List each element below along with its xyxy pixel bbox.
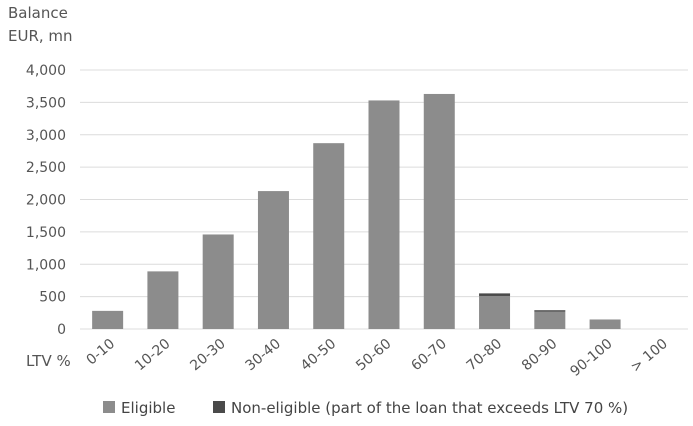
x-tick-label: 80-90 — [519, 336, 560, 374]
bar-eligible — [147, 271, 179, 329]
bar-eligible — [589, 319, 621, 329]
bar-eligible — [368, 100, 400, 330]
legend-swatch-non-eligible — [213, 401, 225, 413]
y-tick-label: 3,500 — [26, 95, 66, 111]
legend-swatch-eligible — [103, 401, 115, 413]
y-axis-title-line-1: Balance — [8, 4, 68, 22]
x-tick-label: 50-60 — [353, 336, 394, 374]
legend-label-non-eligible: Non-eligible (part of the loan that exce… — [231, 399, 628, 417]
y-tick-label: 2,500 — [26, 160, 66, 176]
x-tick-label: > 100 — [628, 336, 671, 376]
y-tick-label: 1,500 — [26, 225, 66, 241]
y-tick-label: 4,000 — [26, 63, 66, 79]
x-axis-title: LTV % — [26, 352, 71, 370]
y-tick-label: 2,000 — [26, 193, 66, 209]
y-axis-ticks: 0 500 1,000 1,500 2,000 2,500 3,000 3,500 4,000 — [26, 63, 66, 338]
bar-non-eligible — [479, 293, 511, 296]
y-tick-label: 500 — [39, 290, 66, 306]
x-tick-label: 70-80 — [464, 336, 505, 374]
legend-label-eligible: Eligible — [121, 399, 175, 417]
bar-eligible — [423, 93, 455, 330]
y-tick-label: 0 — [57, 322, 66, 338]
x-tick-label: 10-20 — [132, 336, 173, 374]
y-axis-title-line-2: EUR, mn — [8, 27, 73, 45]
x-tick-label: 40-50 — [298, 336, 339, 374]
legend: Eligible Non-eligible (part of the loan … — [103, 399, 628, 417]
x-tick-label: 90-100 — [567, 336, 615, 380]
x-axis-ticks: 0-10 10-20 20-30 30-40 40-50 50-60 60-70 70-80 8… — [84, 336, 671, 380]
bar-eligible — [257, 191, 289, 329]
bar-eligible — [92, 310, 124, 329]
bar-eligible — [202, 234, 234, 329]
y-tick-label: 1,000 — [26, 257, 66, 273]
bar-non-eligible — [534, 310, 566, 312]
y-tick-label: 3,000 — [26, 128, 66, 144]
bar-eligible — [313, 143, 345, 329]
bar-eligible — [534, 311, 566, 329]
bars — [92, 93, 621, 330]
x-tick-label: 0-10 — [84, 336, 119, 369]
x-tick-label: 30-40 — [243, 336, 284, 374]
x-tick-label: 20-30 — [187, 336, 228, 374]
x-tick-label: 60-70 — [408, 336, 449, 374]
bar-eligible — [479, 295, 511, 329]
